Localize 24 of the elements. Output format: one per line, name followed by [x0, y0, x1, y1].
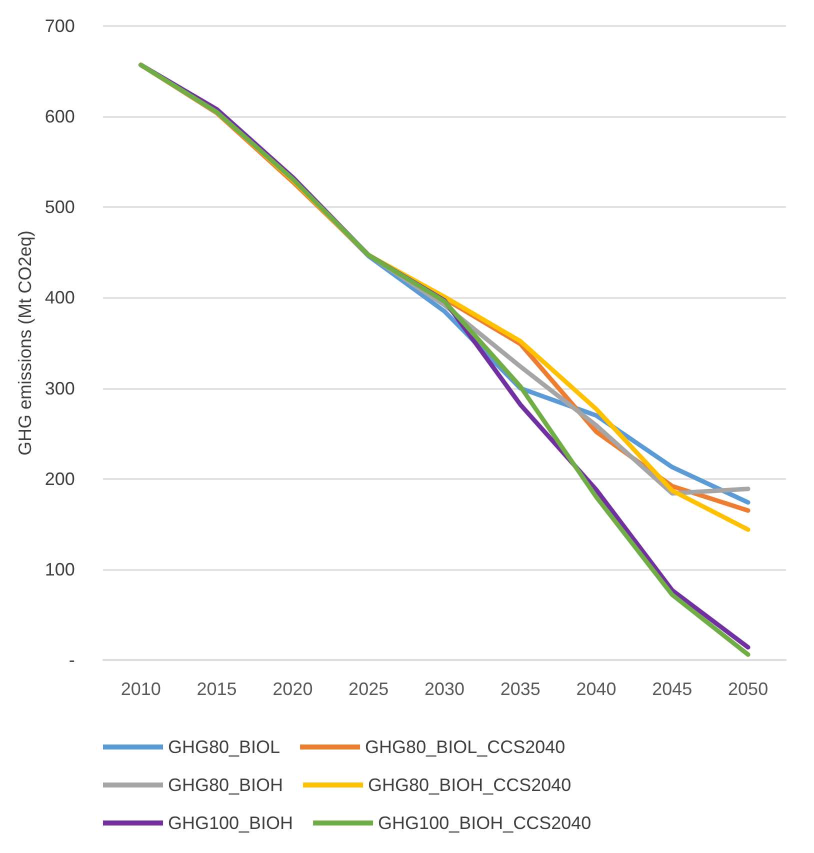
y-tick-label: 100: [44, 559, 75, 580]
y-tick-label: 500: [44, 197, 75, 218]
x-tick-label: 2020: [272, 679, 313, 699]
y-tick-label: 300: [44, 378, 75, 398]
y-tick-label: -: [68, 650, 75, 670]
x-tick-label: 2015: [196, 679, 237, 699]
x-tick-label: 2045: [652, 679, 692, 699]
x-tick-label: 2010: [120, 679, 161, 699]
y-tick-label: 400: [44, 288, 75, 308]
legend-label: GHG100_BIOH: [168, 813, 294, 833]
x-tick-label: 2035: [500, 679, 540, 699]
x-tick-label: 2050: [728, 679, 768, 699]
legend-label: GHG80_BIOL: [168, 737, 280, 757]
x-tick-label: 2030: [424, 679, 464, 699]
y-tick-label: 700: [44, 16, 75, 36]
y-tick-label: 600: [44, 106, 75, 127]
legend-label: GHG80_BIOL_CCS2040: [365, 737, 566, 757]
legend-label: GHG100_BIOH_CCS2040: [378, 813, 592, 833]
x-tick-label: 2025: [348, 679, 389, 699]
y-tick-label: 200: [44, 468, 75, 489]
y-axis-title: GHG emissions (Mt CO2eq): [15, 230, 35, 456]
legend-label: GHG80_BIOH: [168, 775, 284, 795]
legend-label: GHG80_BIOH_CCS2040: [368, 775, 572, 795]
x-tick-label: 2040: [576, 679, 616, 699]
